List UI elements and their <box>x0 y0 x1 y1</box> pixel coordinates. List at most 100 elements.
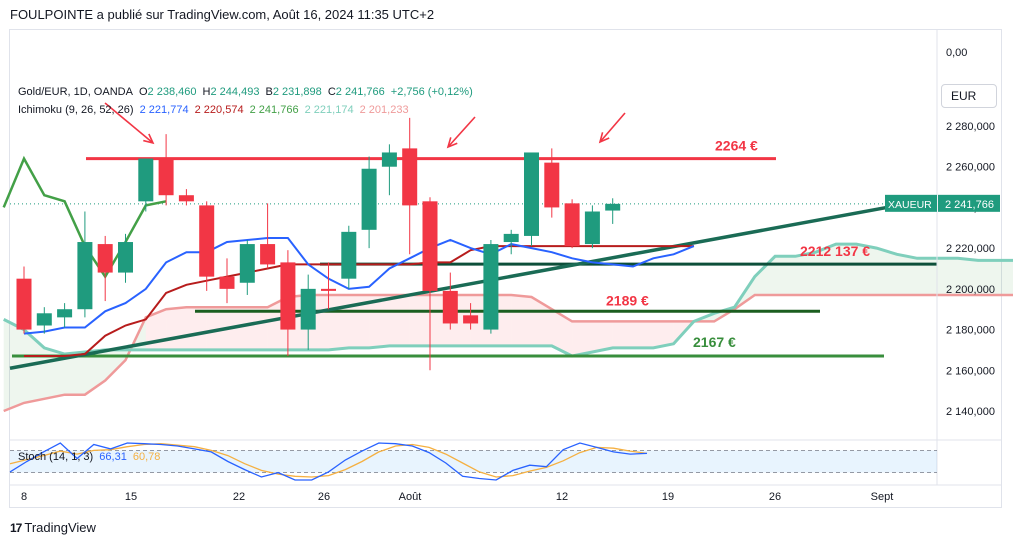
candle-body <box>158 158 174 196</box>
cloud-segment <box>612 321 633 348</box>
candle-body <box>341 231 357 279</box>
cloud-segment <box>957 258 979 295</box>
symbol-badge <box>885 194 937 212</box>
chart-frame <box>9 29 1002 508</box>
cloud-segment <box>856 244 877 295</box>
symbol-badge-label: XAUEUR <box>888 199 932 211</box>
cloud-segment <box>369 294 390 348</box>
cloud-segment <box>836 244 857 295</box>
stoch-label[interactable]: Stoch (14, 1, 3) <box>18 451 94 463</box>
candle-body <box>503 233 519 243</box>
publisher-header: FOULPOINTE a publié sur TradingView.com,… <box>10 7 435 22</box>
annotation-arrow <box>447 116 476 148</box>
candle-body <box>321 288 336 291</box>
candle-body <box>422 201 438 291</box>
candle-body <box>16 278 32 330</box>
time-axis-label: 26 <box>769 491 781 503</box>
cloud-segment <box>633 321 654 348</box>
cloud-segment <box>815 244 836 295</box>
ichimoku-legend: Ichimoku (9, 26, 52, 26) 2 221,774 2 220… <box>18 104 412 116</box>
ichimoku-span-b-line <box>3 293 1013 413</box>
candle-body <box>544 162 560 208</box>
legend-symbol[interactable]: Gold/EUR, 1D, OANDA <box>18 86 133 98</box>
cloud-segment <box>653 321 674 348</box>
time-axis-label: 19 <box>662 491 674 503</box>
candle-body <box>584 211 600 245</box>
price-axis-top-label: 0,00 <box>946 47 967 59</box>
ichimoku-chikou-value: 2 241,766 <box>249 104 299 116</box>
level-label-2189: 2189 € <box>606 292 649 308</box>
stoch-legend: Stoch (14, 1, 3) 66,31 60,78 <box>18 451 163 463</box>
stoch-d-line <box>9 443 648 478</box>
price-axis-tick: 2 180,000 <box>946 325 995 337</box>
ichimoku-span-a-value: 2 221,174 <box>304 104 354 116</box>
time-axis-label: Sept <box>871 491 894 503</box>
time-axis-label: 12 <box>556 491 568 503</box>
candle-body <box>138 158 154 202</box>
candle-body <box>463 315 479 324</box>
cloud-segment <box>3 319 24 411</box>
legend-change: +2,756 (+0,12%) <box>390 86 473 98</box>
candle-body <box>402 148 418 206</box>
last-price-badge <box>938 194 1000 212</box>
tradingview-logo-icon: 17 <box>10 521 22 535</box>
level-label-2167: 2167 € <box>693 334 736 350</box>
ichimoku-kijun-value: 2 220,574 <box>194 104 244 116</box>
ichimoku-span-b-value: 2 201,233 <box>359 104 409 116</box>
cloud-segment <box>896 254 918 295</box>
level-label-2264: 2264 € <box>715 138 758 154</box>
cloud-segment <box>328 294 349 350</box>
price-axis-tick: 2 280,000 <box>946 121 995 133</box>
annotation-arrowhead <box>598 132 610 144</box>
cloud-segment <box>998 260 1013 295</box>
stoch-k-value: 66,31 <box>99 451 127 463</box>
candle-body <box>219 276 235 289</box>
candle-body <box>524 152 539 236</box>
cloud-segment <box>592 321 613 352</box>
legend-high: H2 244,493 <box>202 86 260 98</box>
candle-body <box>564 203 580 247</box>
annotation-arrow <box>599 112 626 143</box>
candle-body <box>118 242 133 273</box>
cloud-segment <box>64 351 85 395</box>
tradingview-brand: 17 TradingView <box>10 520 96 535</box>
candle-body <box>361 168 377 230</box>
cloud-segment <box>227 307 248 350</box>
cloud-segment <box>531 297 552 346</box>
cloud-segment <box>978 260 999 295</box>
candle-body <box>381 152 397 167</box>
ohlc-legend: Gold/EUR, 1D, OANDA O2 238,460 H2 244,49… <box>18 86 476 98</box>
price-axis-tick: 2 260,000 <box>946 162 995 174</box>
currency-button[interactable]: EUR <box>941 84 997 108</box>
price-axis-tick: 2 140,000 <box>946 406 995 418</box>
legend-open: O2 238,460 <box>138 86 197 98</box>
cloud-segment <box>105 349 126 381</box>
annotation-arrowhead <box>143 133 155 145</box>
ichimoku-span-a-line <box>3 242 1013 358</box>
candle-body <box>97 244 113 273</box>
candle-body <box>199 205 215 277</box>
candle-body <box>77 242 93 310</box>
cloud-segment <box>876 248 897 295</box>
cloud-segment <box>166 307 187 350</box>
time-axis-label: 8 <box>21 491 27 503</box>
candle-body <box>605 203 621 211</box>
cloud-segment <box>775 256 796 295</box>
legend-close: C2 241,766 <box>327 86 385 98</box>
candle-body <box>178 195 194 202</box>
candle-body <box>239 244 255 283</box>
ichimoku-tenkan-line <box>23 237 695 335</box>
ichimoku-kijun-line <box>24 245 694 357</box>
last-price-label: 2 241,766 <box>945 199 994 211</box>
ichimoku-label[interactable]: Ichimoku (9, 26, 52, 26) <box>18 104 134 116</box>
cloud-segment <box>937 258 958 295</box>
stoch-k-line <box>9 442 648 481</box>
time-axis-label: Août <box>399 491 422 503</box>
candle-body <box>442 290 458 324</box>
cloud-segment <box>389 294 410 346</box>
price-axis-tick: 2 160,000 <box>946 365 995 377</box>
annotation-arrowhead <box>446 137 458 149</box>
cloud-segment <box>917 258 938 295</box>
cloud-segment <box>186 307 207 350</box>
